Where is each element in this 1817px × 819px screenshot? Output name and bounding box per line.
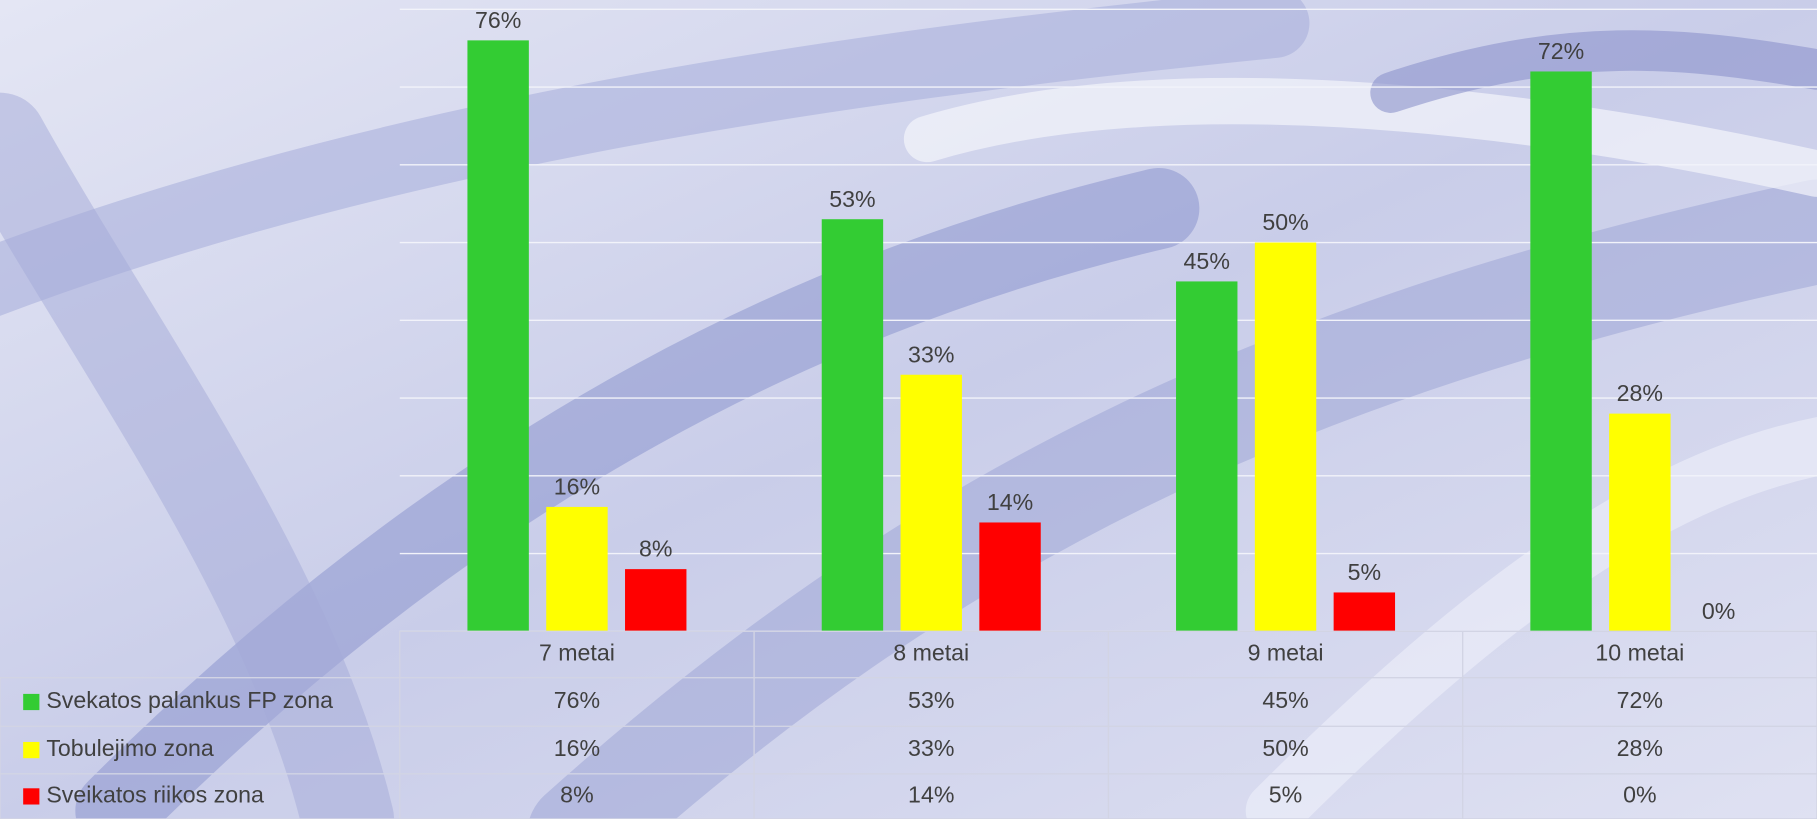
data-label: 8% [639,536,672,562]
data-label: 33% [908,341,954,367]
data-label: 0% [1702,598,1735,624]
legend-label: Svekatos palankus FP zona [46,687,333,713]
table-cell: 0% [1623,782,1656,808]
legend-swatch [23,693,40,711]
data-table: 7 metai 8 metai 9 metai 10 metai Svekatos pa… [0,630,1817,819]
bar [1609,413,1671,632]
table-cell: 50% [1262,735,1308,761]
data-label: 53% [829,186,875,212]
bar [1333,592,1396,632]
data-label: 14% [987,489,1033,515]
bar [900,374,962,632]
data-label: 50% [1262,209,1308,235]
bar [1530,71,1592,632]
bars: 76% 53% 45% 72% 16% 33% 50% 28% 8% 14% 5% 0% [467,7,1735,632]
table-cell: 16% [554,735,600,761]
table-cell: 53% [908,687,954,713]
x-tick-label: 7 metai [539,640,615,666]
legend-swatch [23,788,40,805]
table-cell: 14% [908,782,954,808]
table-cell: 8% [560,782,593,808]
data-label: 76% [475,7,521,33]
bar [1176,281,1238,632]
x-tick-label: 9 metai [1248,640,1324,666]
data-label: 5% [1348,559,1381,585]
legend-label: Sveikatos riikos zona [46,782,264,808]
bar [1254,242,1317,632]
bar [625,569,687,632]
data-label: 28% [1617,380,1663,406]
data-label: 45% [1184,248,1230,274]
data-label: 16% [554,474,600,500]
x-tick-label: 10 metai [1595,640,1684,666]
bar [467,40,529,632]
legend-swatch [23,741,40,759]
data-label: 72% [1538,38,1584,64]
legend-label: Tobulejimo zona [46,735,213,761]
table-cell: 5% [1269,782,1302,808]
table-cell: 72% [1617,687,1663,713]
table-cell: 76% [554,687,600,713]
bar [546,506,608,632]
table-cell: 33% [908,735,954,761]
bar [979,522,1041,632]
table-cell: 45% [1262,687,1308,713]
bar [821,219,884,632]
x-tick-label: 8 metai [893,640,969,666]
table-cell: 28% [1617,735,1663,761]
